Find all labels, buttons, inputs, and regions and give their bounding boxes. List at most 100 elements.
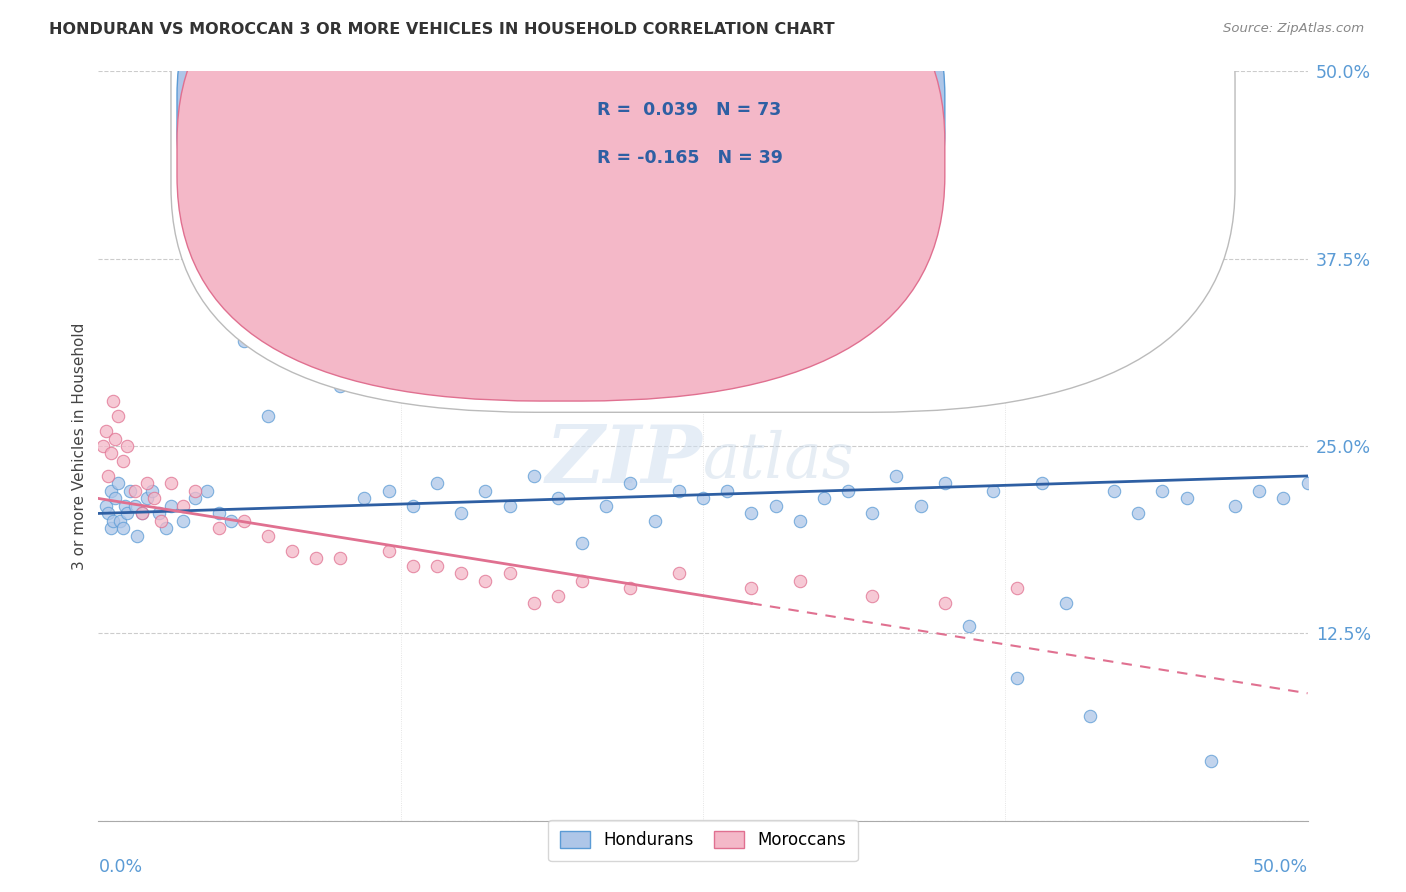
FancyBboxPatch shape	[172, 0, 1234, 412]
Point	[150, 514, 173, 528]
Point	[813, 491, 835, 506]
Point	[571, 536, 593, 550]
Point	[1249, 483, 1271, 498]
Point	[131, 507, 153, 521]
Point	[910, 499, 932, 513]
Text: 0.0%: 0.0%	[98, 858, 142, 876]
Point	[232, 334, 254, 348]
Legend: Hondurans, Moroccans: Hondurans, Moroccans	[548, 820, 858, 861]
Point	[498, 566, 520, 581]
Text: Source: ZipAtlas.com: Source: ZipAtlas.com	[1223, 22, 1364, 36]
Point	[131, 507, 153, 521]
Point	[402, 558, 425, 573]
Point	[108, 514, 131, 528]
Point	[981, 483, 1004, 498]
Point	[377, 483, 399, 498]
Point	[101, 514, 124, 528]
Point	[474, 483, 496, 498]
Point	[160, 476, 183, 491]
Point	[1102, 483, 1125, 498]
Point	[1369, 483, 1392, 498]
Point	[716, 483, 738, 498]
Point	[571, 574, 593, 588]
Point	[619, 476, 641, 491]
Point	[934, 596, 956, 610]
Point	[1199, 754, 1222, 768]
Text: HONDURAN VS MOROCCAN 3 OR MORE VEHICLES IN HOUSEHOLD CORRELATION CHART: HONDURAN VS MOROCCAN 3 OR MORE VEHICLES …	[49, 22, 835, 37]
Point	[256, 409, 278, 423]
Point	[886, 469, 908, 483]
Point	[91, 439, 114, 453]
Point	[1078, 708, 1101, 723]
Text: R =  0.039   N = 73: R = 0.039 N = 73	[596, 102, 780, 120]
Point	[232, 514, 254, 528]
Point	[155, 521, 177, 535]
Point	[789, 514, 811, 528]
Point	[1223, 499, 1246, 513]
Point	[1175, 491, 1198, 506]
Point	[740, 507, 762, 521]
Point	[256, 529, 278, 543]
Point	[498, 499, 520, 513]
Point	[107, 476, 129, 491]
Point	[1054, 596, 1077, 610]
Point	[305, 296, 328, 310]
Point	[94, 499, 117, 513]
Point	[1128, 507, 1150, 521]
Point	[1031, 476, 1053, 491]
Point	[644, 514, 666, 528]
Point	[104, 491, 127, 506]
Text: R = -0.165   N = 39: R = -0.165 N = 39	[596, 149, 783, 167]
Point	[523, 596, 546, 610]
Point	[118, 483, 141, 498]
Point	[101, 394, 124, 409]
Text: ZIP: ZIP	[546, 422, 703, 500]
Point	[1272, 491, 1295, 506]
FancyBboxPatch shape	[177, 0, 945, 401]
Point	[957, 619, 980, 633]
Point	[692, 491, 714, 506]
Point	[117, 439, 139, 453]
Point	[1320, 483, 1343, 498]
Point	[100, 446, 122, 460]
Point	[1007, 671, 1029, 685]
Point	[124, 499, 146, 513]
FancyBboxPatch shape	[177, 0, 945, 356]
Point	[1007, 582, 1029, 596]
Point	[1296, 476, 1319, 491]
Point	[1344, 499, 1367, 513]
Point	[281, 244, 304, 259]
Point	[619, 582, 641, 596]
Point	[208, 507, 231, 521]
Point	[221, 514, 243, 528]
Point	[97, 507, 120, 521]
Point	[184, 491, 207, 506]
Point	[107, 409, 129, 423]
Point	[172, 514, 194, 528]
Point	[94, 424, 117, 438]
Text: 50.0%: 50.0%	[1253, 858, 1308, 876]
Point	[668, 566, 690, 581]
Point	[97, 469, 120, 483]
Point	[111, 454, 134, 468]
Point	[450, 507, 472, 521]
Point	[100, 521, 122, 535]
Point	[377, 544, 399, 558]
Point	[740, 582, 762, 596]
Point	[148, 507, 170, 521]
Point	[934, 476, 956, 491]
Point	[353, 491, 375, 506]
Point	[160, 499, 183, 513]
Point	[117, 507, 139, 521]
Point	[860, 589, 883, 603]
Point	[127, 529, 149, 543]
Point	[765, 499, 787, 513]
Point	[426, 476, 449, 491]
Point	[595, 499, 617, 513]
Point	[450, 566, 472, 581]
Point	[426, 558, 449, 573]
Point	[523, 469, 546, 483]
Point	[402, 499, 425, 513]
Point	[111, 521, 134, 535]
Point	[329, 379, 352, 393]
